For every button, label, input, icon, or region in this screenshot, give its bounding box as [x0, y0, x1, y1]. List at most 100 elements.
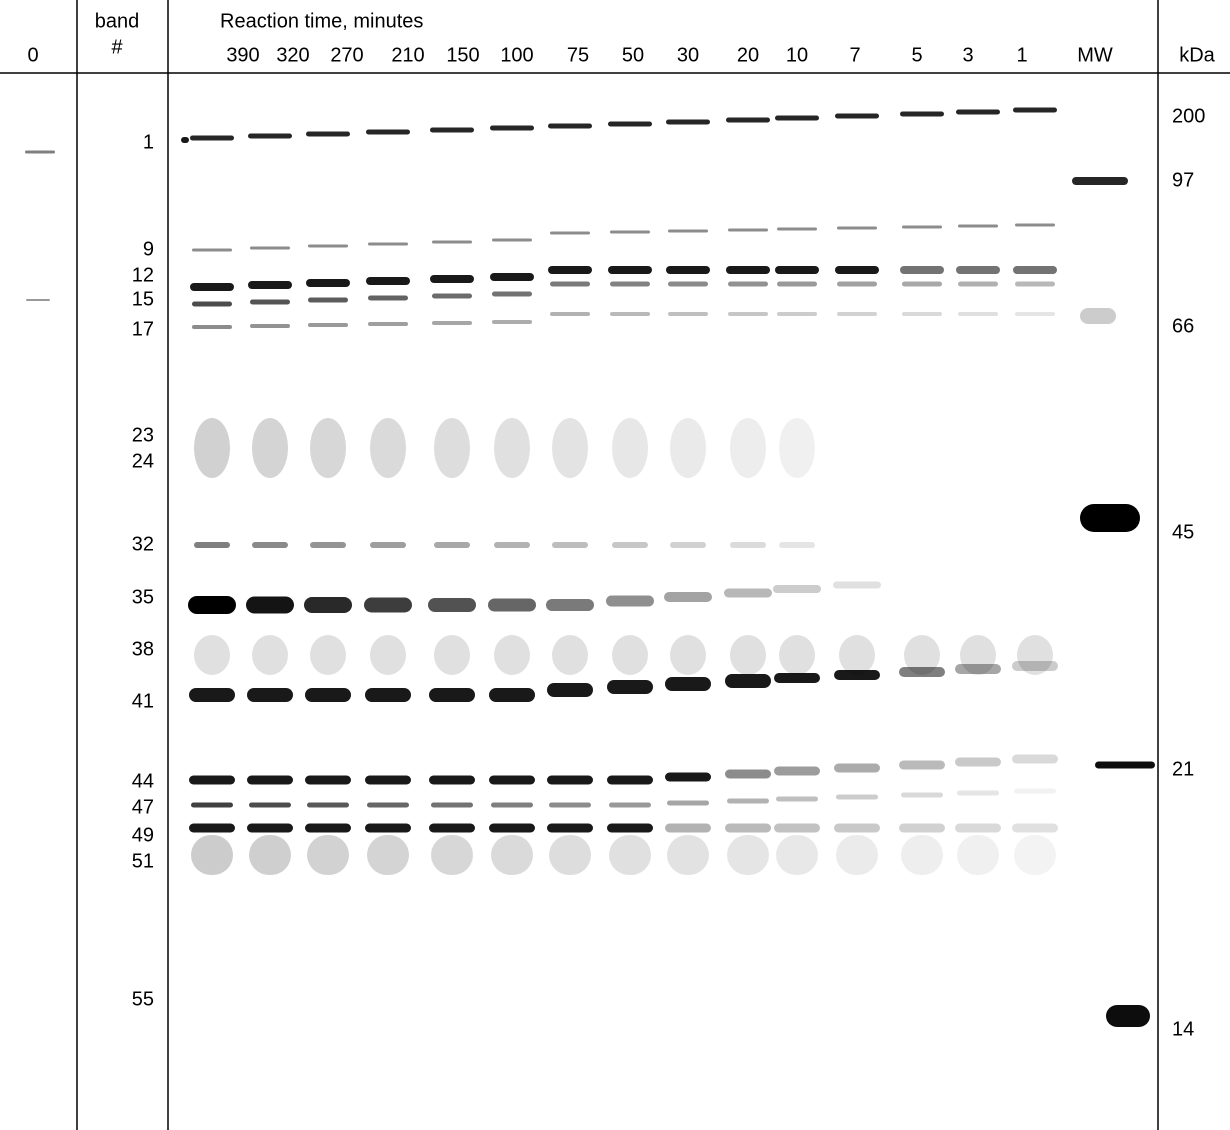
gel-band — [489, 688, 535, 702]
gel-smear — [494, 418, 530, 478]
gel-smear — [370, 418, 406, 478]
gel-smear — [901, 835, 943, 875]
gel-band — [306, 131, 350, 137]
gel-band — [725, 674, 771, 688]
band-number: 15 — [132, 288, 154, 310]
gel-band — [902, 312, 942, 316]
gel-smear — [730, 635, 766, 675]
gel-band — [900, 111, 944, 117]
gel-band — [666, 266, 710, 274]
gel-band — [610, 312, 650, 316]
gel-band — [491, 802, 533, 808]
gel-band — [902, 225, 942, 229]
gel-band — [189, 823, 235, 833]
gel-band — [725, 823, 771, 833]
gel-band — [773, 585, 821, 593]
gel-smear — [904, 635, 940, 675]
band-number: 17 — [132, 318, 154, 340]
gel-band — [25, 150, 55, 154]
gel-band — [247, 688, 293, 702]
gel-band — [1015, 312, 1055, 316]
gel-smear — [367, 835, 409, 875]
gel-band — [310, 542, 346, 548]
gel-smear — [494, 635, 530, 675]
gel-band — [490, 125, 534, 131]
gel-band — [246, 596, 294, 614]
gel-band — [727, 798, 769, 804]
lane-label: 390 — [226, 44, 259, 66]
gel-band — [308, 323, 348, 327]
gel-band — [248, 133, 292, 139]
gel-band — [728, 312, 768, 316]
band-number: 23 — [132, 424, 154, 446]
gel-band — [779, 542, 815, 548]
marker-band — [1080, 308, 1116, 324]
marker-band — [1095, 761, 1155, 769]
gel-band — [957, 790, 999, 796]
gel-smear — [552, 418, 588, 478]
gel-band — [489, 775, 535, 785]
marker-size: 14 — [1172, 1018, 1194, 1040]
gel-smear — [249, 835, 291, 875]
gel-band — [365, 775, 411, 785]
gel-band — [726, 266, 770, 274]
lane-label: 1 — [1016, 44, 1027, 66]
gel-band — [432, 293, 472, 299]
gel-band — [728, 228, 768, 232]
gel-band — [370, 542, 406, 548]
gel-band — [609, 802, 651, 808]
lane-label: 20 — [737, 44, 759, 66]
gel-band — [305, 823, 351, 833]
gel-band — [252, 542, 288, 548]
gel-band — [837, 226, 877, 230]
gel-band — [1015, 223, 1055, 227]
gel-band — [250, 324, 290, 328]
band-number: 41 — [132, 690, 154, 712]
gel-band — [192, 248, 232, 252]
lane-label: 10 — [786, 44, 808, 66]
gel-band — [192, 301, 232, 307]
gel-band — [606, 595, 654, 607]
gel-band — [1013, 266, 1057, 274]
gel-band — [190, 283, 234, 291]
gel-smear — [1017, 635, 1053, 675]
gel-smear — [431, 835, 473, 875]
gel-band — [956, 109, 1000, 115]
gel-band — [777, 281, 817, 287]
band-number: 47 — [132, 796, 154, 818]
band-number: 1 — [143, 131, 154, 153]
gel-smear — [552, 635, 588, 675]
gel-band — [610, 281, 650, 287]
gel-band — [955, 823, 1001, 833]
gel-band — [368, 295, 408, 301]
band-number: 44 — [132, 770, 154, 792]
gel-band — [365, 823, 411, 833]
band-title: band — [95, 10, 140, 32]
gel-band — [725, 769, 771, 779]
gel-band — [1012, 754, 1058, 764]
marker-size: 97 — [1172, 169, 1194, 191]
gel-band — [368, 242, 408, 246]
gel-band — [958, 312, 998, 316]
gel-band — [955, 664, 1001, 674]
gel-band — [188, 596, 236, 614]
gel-band — [308, 244, 348, 248]
gel-band — [777, 312, 817, 316]
gel-band — [489, 823, 535, 833]
lane-label: 30 — [677, 44, 699, 66]
kda-title: kDa — [1179, 44, 1215, 66]
gel-band — [835, 113, 879, 119]
marker-size: 66 — [1172, 315, 1194, 337]
gel-smear — [434, 418, 470, 478]
gel-band — [492, 238, 532, 242]
gel-smear — [370, 635, 406, 675]
gel-band — [26, 299, 50, 301]
lane-label: 50 — [622, 44, 644, 66]
reaction-title: Reaction time, minutes — [220, 10, 423, 32]
gel-band — [488, 598, 536, 612]
gel-band — [774, 823, 820, 833]
gel-band — [549, 802, 591, 808]
gel-band — [836, 794, 878, 800]
gel-band — [249, 802, 291, 808]
gel-band — [1014, 788, 1056, 794]
